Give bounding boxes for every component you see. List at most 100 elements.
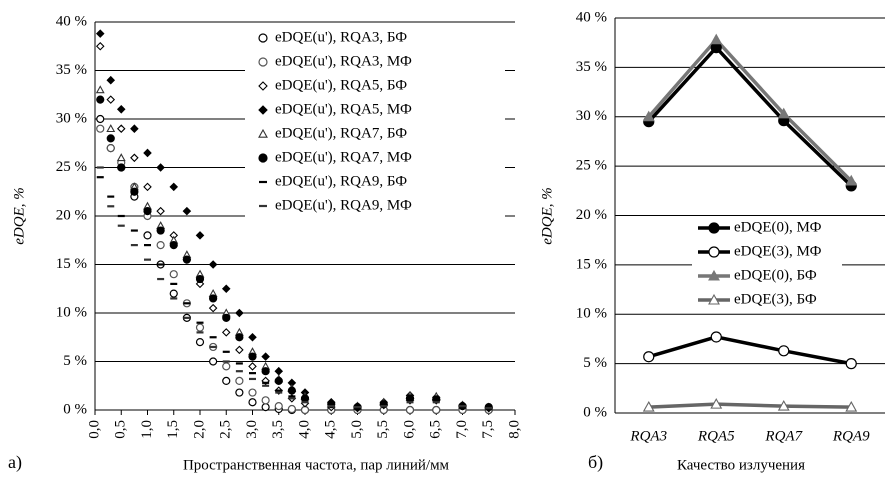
series-line [648, 402, 852, 409]
marker [106, 144, 115, 153]
series-line [647, 45, 853, 188]
marker [96, 124, 105, 133]
marker [156, 163, 165, 172]
x-tick-label: 5,0 [349, 420, 365, 439]
marker [258, 81, 268, 91]
legend-label: eDQE(u'), RQA9, БФ [275, 173, 407, 189]
legend-label: eDQE(3), МФ [734, 243, 822, 259]
y-tick-label: 40 % [56, 13, 87, 29]
x-tick-label: 3,5 [270, 420, 286, 439]
y-tick-label: 40 % [576, 9, 607, 25]
legend-label: eDQE(0), БФ [734, 267, 817, 283]
marker [195, 338, 205, 347]
marker [248, 398, 257, 407]
x-tick-label: 1,0 [139, 420, 155, 439]
marker [156, 206, 165, 216]
legend-box [245, 26, 505, 218]
marker [130, 187, 139, 196]
y-tick-label: 30 % [56, 110, 87, 126]
marker [221, 284, 231, 294]
y-tick-label: 5 % [63, 353, 87, 369]
marker [261, 396, 270, 405]
marker [258, 128, 268, 138]
marker [143, 207, 152, 216]
marker [710, 397, 723, 409]
marker [106, 75, 116, 85]
x-tick-label: 7,0 [454, 420, 470, 439]
panel-label: б) [588, 452, 603, 473]
marker [300, 405, 310, 415]
x-tick-label: 0,0 [86, 420, 102, 439]
x-tick-label: RQA9 [832, 428, 870, 444]
legend-label: eDQE(u'), RQA3, МФ [275, 53, 412, 69]
y-tick-label: 15 % [576, 256, 607, 272]
x-tick-label: 3,0 [244, 420, 260, 439]
marker [845, 358, 857, 370]
marker [222, 362, 231, 371]
y-tick-label: 10 % [576, 306, 607, 322]
marker [405, 405, 415, 415]
x-tick-label: 4,5 [323, 420, 339, 439]
marker [708, 293, 720, 305]
x-tick-label: 5,5 [375, 420, 391, 439]
marker [116, 124, 126, 133]
marker [708, 246, 720, 258]
marker [156, 226, 165, 235]
y-tick-label: 15 % [56, 256, 87, 272]
marker [710, 33, 723, 45]
marker [235, 308, 244, 318]
y-tick-label: 20 % [576, 207, 607, 223]
marker [845, 174, 858, 186]
marker [221, 328, 231, 337]
legend-label: eDQE(u'), RQA7, МФ [275, 149, 412, 165]
marker [235, 388, 244, 397]
marker [143, 182, 152, 192]
y-tick-label: 20 % [56, 207, 87, 223]
marker [845, 400, 858, 412]
y-tick-label: 25 % [576, 158, 607, 174]
marker [432, 405, 441, 415]
x-tick-label: 1,5 [165, 420, 181, 439]
x-tick-label: 4,0 [296, 420, 312, 439]
marker [248, 352, 257, 361]
marker [287, 386, 296, 395]
y-axis-title: eDQE, % [539, 187, 555, 244]
marker [258, 153, 268, 163]
marker [258, 57, 268, 67]
marker [274, 376, 283, 385]
y-axis-title: eDQE, % [11, 187, 27, 244]
legend-label: eDQE(u'), RQA3, БФ [275, 29, 407, 45]
marker [96, 95, 105, 104]
marker [235, 345, 244, 355]
x-axis-title: Качество излучения [677, 457, 805, 473]
x-tick-label: 6,5 [428, 420, 444, 439]
marker [96, 114, 105, 124]
marker [169, 289, 178, 298]
marker [261, 352, 270, 361]
marker [642, 110, 655, 122]
marker [274, 366, 284, 376]
x-tick-label: 2,0 [191, 420, 207, 439]
marker [182, 255, 191, 264]
marker [209, 357, 218, 366]
legend-label: eDQE(3), БФ [734, 291, 817, 307]
marker [106, 95, 116, 104]
marker [195, 323, 205, 332]
marker [116, 153, 126, 162]
marker [117, 163, 126, 172]
marker [130, 153, 139, 163]
marker [274, 402, 283, 411]
marker [95, 29, 105, 38]
marker [261, 402, 270, 412]
marker [235, 333, 244, 342]
marker [169, 182, 179, 192]
y-tick-label: 10 % [56, 304, 87, 320]
marker [106, 124, 116, 133]
x-tick-label: 0,5 [113, 420, 129, 439]
x-tick-label: 6,0 [401, 420, 417, 439]
marker [195, 231, 205, 240]
y-tick-label: 0 % [63, 401, 87, 417]
marker [258, 105, 268, 115]
marker [143, 231, 152, 240]
